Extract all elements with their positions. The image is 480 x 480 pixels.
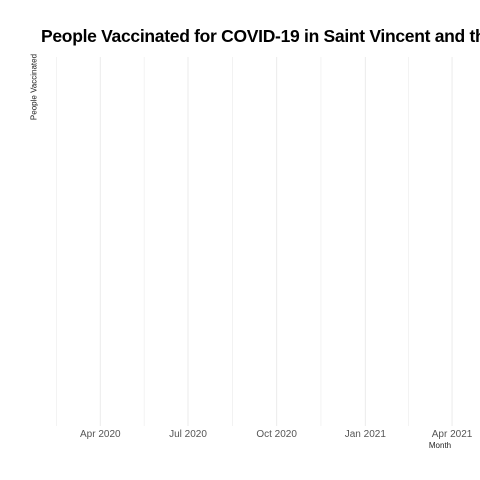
x-tick-label: Jan 2021 <box>345 429 387 440</box>
y-axis-label: People Vaccinated <box>29 53 39 121</box>
grid-lines <box>56 57 453 426</box>
x-tick-labels: Apr 2020 Jul 2020 Oct 2020 Jan 2021 Apr 2021 <box>80 429 473 440</box>
x-axis-label: Month <box>428 441 452 450</box>
x-tick-label: Apr 2021 <box>432 429 473 440</box>
x-tick-label: Apr 2020 <box>80 429 121 440</box>
x-tick-label: Oct 2020 <box>256 429 297 440</box>
x-tick-label: Jul 2020 <box>169 429 207 440</box>
chart-title: People Vaccinated for COVID-19 in Saint … <box>41 26 480 46</box>
